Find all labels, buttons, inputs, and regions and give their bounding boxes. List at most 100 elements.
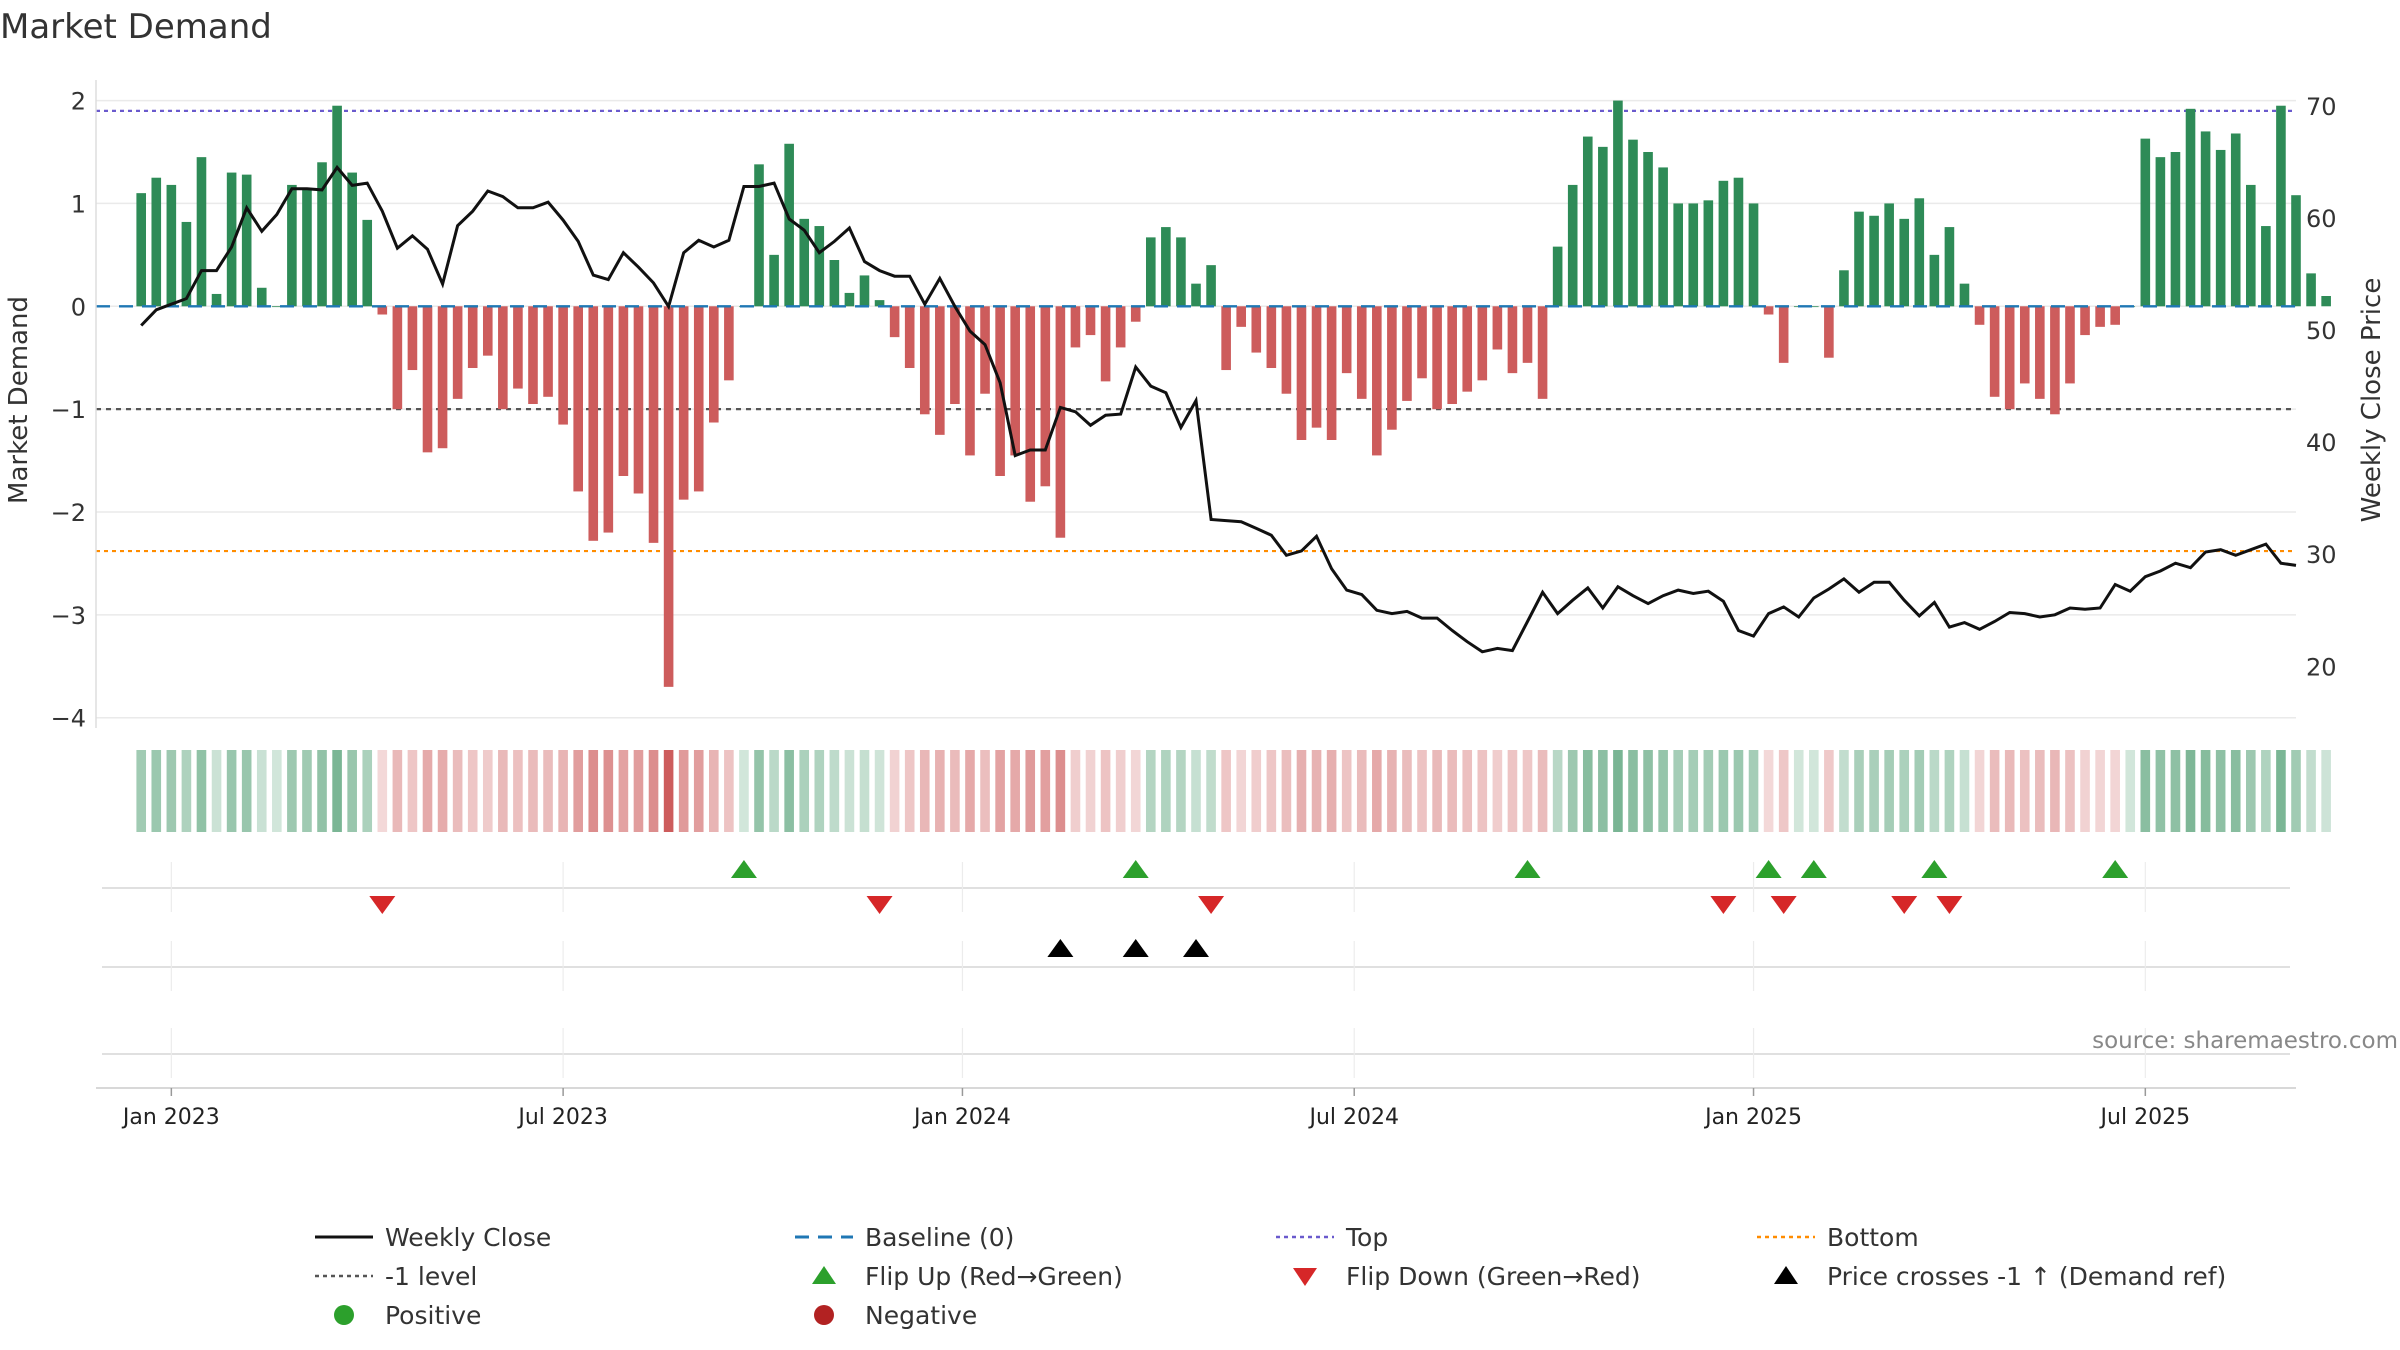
price-cross-marker [1183,939,1209,957]
demand-bar [558,306,568,425]
demand-bar [950,306,960,404]
heat-cell [513,750,523,832]
source-watermark: source: sharemaestro.com [2092,1028,2398,1054]
heat-cell [784,750,794,832]
heat-cell [1989,750,2000,832]
demand-bar [1311,306,1322,428]
demand-bar [2170,152,2181,307]
demand-bar [317,162,327,307]
demand-bar [603,306,614,533]
demand-bar [859,275,870,307]
demand-bar [1703,200,1714,307]
y2-tick-label: 40 [2306,429,2337,457]
price-line-group [140,164,2297,654]
y-tick-label: −2 [51,499,86,527]
heat-cell [1266,750,1277,832]
demand-bar [347,172,357,307]
chart-title: Market Demand [0,7,272,47]
heat-cell [1206,750,1216,832]
heat-cell [1085,750,1096,832]
demand-bar [528,306,538,404]
heat-cell [151,750,162,832]
demand-bar [1492,306,1503,350]
heat-cell [814,750,825,832]
demand-bar [1115,306,1126,348]
demand-bar [935,306,945,435]
demand-bar [1176,237,1186,307]
heat-cell [377,750,388,832]
demand-bar [1447,306,1457,404]
heat-cell [829,750,840,832]
heat-cell [1432,750,1442,832]
legend-item: Baseline (0) [795,1223,1014,1252]
demand-bar [1341,306,1352,374]
heat-cell [648,750,659,832]
demand-bar [693,306,704,492]
legend-swatch-triangle-down-icon [1293,1268,1317,1286]
demand-bar [1929,254,1940,307]
demand-bar [1914,198,1925,307]
heat-cell [1145,750,1156,832]
heat-cell [1673,750,1683,832]
legend: Weekly Close Baseline (0) Top Bottom -1 leve… [315,1223,2226,1330]
heat-cell [196,750,207,832]
x-tick-label: Jan 2024 [912,1105,1011,1130]
demand-bar [1673,203,1683,307]
heat-cell [166,750,177,832]
demand-bar [799,218,810,307]
demand-bar [1567,184,1578,307]
demand-bar [1070,306,1081,348]
legend-item: Weekly Close [315,1223,551,1252]
weekly-close-line [140,164,2297,654]
heat-cell [2261,750,2271,832]
demand-bar [1417,306,1427,379]
demand-bar [1718,180,1729,307]
demand-bar [2095,306,2105,327]
demand-bar [2155,157,2166,307]
heat-cell [1793,750,1804,832]
legend-label: Price crosses -1 ↑ (Demand ref) [1827,1262,2226,1291]
demand-bar [2276,105,2286,307]
demand-bar [874,300,885,307]
demand-bar [1748,203,1759,307]
heat-cell [1296,750,1307,832]
heat-cell [663,750,674,832]
heat-cell [241,750,252,832]
heat-cell [904,750,915,832]
y2-tick-label: 50 [2306,317,2337,345]
heat-cell [2215,750,2226,832]
demand-bar [196,157,207,307]
heat-cell [965,750,975,832]
heat-cell [347,750,357,832]
demand-bar [2215,149,2226,307]
heat-cell [1582,750,1593,832]
heat-cell [1567,750,1578,832]
flip-down-marker [369,896,396,914]
legend-item: Price crosses -1 ↑ (Demand ref) [1774,1262,2226,1291]
y-tick-label: −4 [51,705,86,733]
heat-cell [739,750,749,832]
legend-label: Bottom [1827,1223,1919,1252]
heat-cell [573,750,583,832]
heat-cell [1055,750,1066,832]
heat-cell [618,750,629,832]
legend-label: Baseline (0) [865,1223,1014,1252]
demand-bar [618,306,629,476]
heat-cell [2200,750,2211,832]
heat-cell [452,750,463,832]
demand-bar [1778,306,1789,363]
heat-cell [1326,750,1337,832]
heat-cell [482,750,493,832]
heat-cell [1718,750,1729,832]
heat-cell [1025,750,1036,832]
y2-axis-label: Weekly Close Price [2357,278,2387,523]
legend-item: Positive [334,1301,481,1330]
demand-bar [1251,306,1262,353]
y2-tick-label: 70 [2306,93,2337,121]
heat-cell [2125,750,2136,832]
legend-label: Positive [385,1301,481,1330]
demand-bar [211,293,222,307]
demand-bar [1733,177,1744,307]
demand-bar [1432,306,1442,410]
